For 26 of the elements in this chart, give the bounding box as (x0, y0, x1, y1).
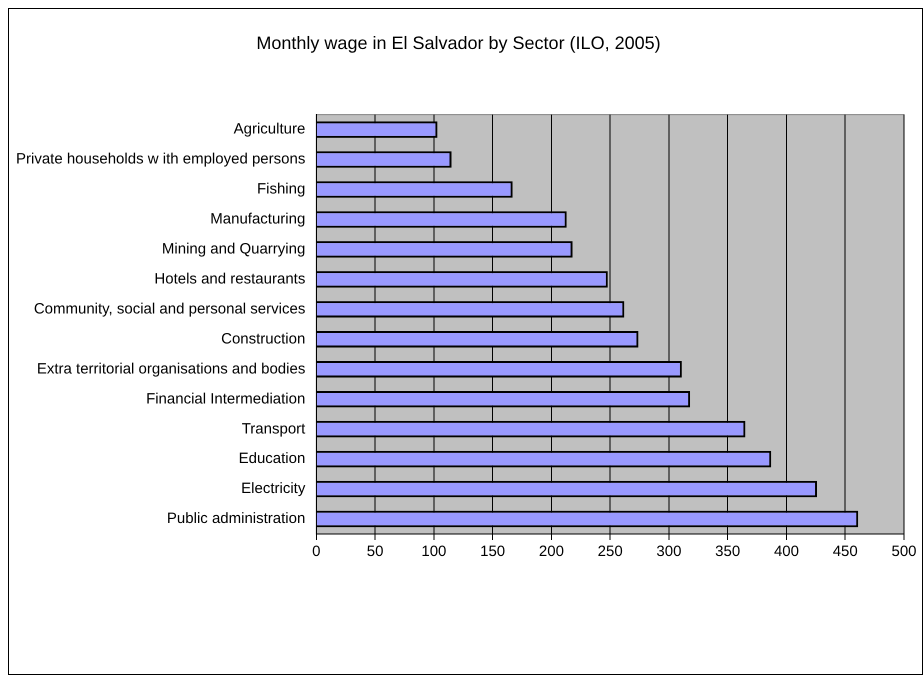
y-tick-label: Transport (242, 420, 306, 438)
y-tick-label: Mining and Quarrying (162, 240, 306, 258)
y-tick-label: Financial Intermediation (146, 390, 306, 408)
y-tick-label: Private households w ith employed persons (16, 150, 306, 168)
y-tick-label: Hotels and restaurants (154, 270, 306, 288)
y-tick-label: Fishing (256, 180, 306, 198)
y-tick-label: Public administration (166, 510, 306, 528)
y-tick-label: Extra territorial organisations and bodies (36, 360, 306, 378)
y-tick-label: Electricity (241, 480, 306, 498)
x-tick-label: 400 (774, 543, 799, 560)
y-tick-label: Manufacturing (210, 210, 306, 228)
x-tick-label: 500 (891, 543, 917, 560)
x-tick-label: 450 (832, 543, 858, 560)
y-tick-label: Construction (221, 330, 306, 348)
x-tick-label: 350 (715, 543, 740, 560)
x-tick-label: 50 (366, 543, 384, 560)
x-tick-label: 150 (480, 543, 506, 560)
x-tick-label: 200 (538, 543, 564, 560)
x-tick-label: 100 (421, 543, 446, 560)
x-tick-label: 300 (656, 543, 682, 560)
y-tick-label: Agriculture (234, 120, 306, 138)
y-tick-label: Community, social and personal services (34, 300, 306, 318)
chart-title: Monthly wage in El Salvador by Sector (ILO, 2005) (256, 32, 661, 53)
y-tick-label: Education (238, 450, 306, 468)
x-tick-label: 250 (598, 543, 623, 560)
x-tick-label: 0 (312, 543, 320, 560)
